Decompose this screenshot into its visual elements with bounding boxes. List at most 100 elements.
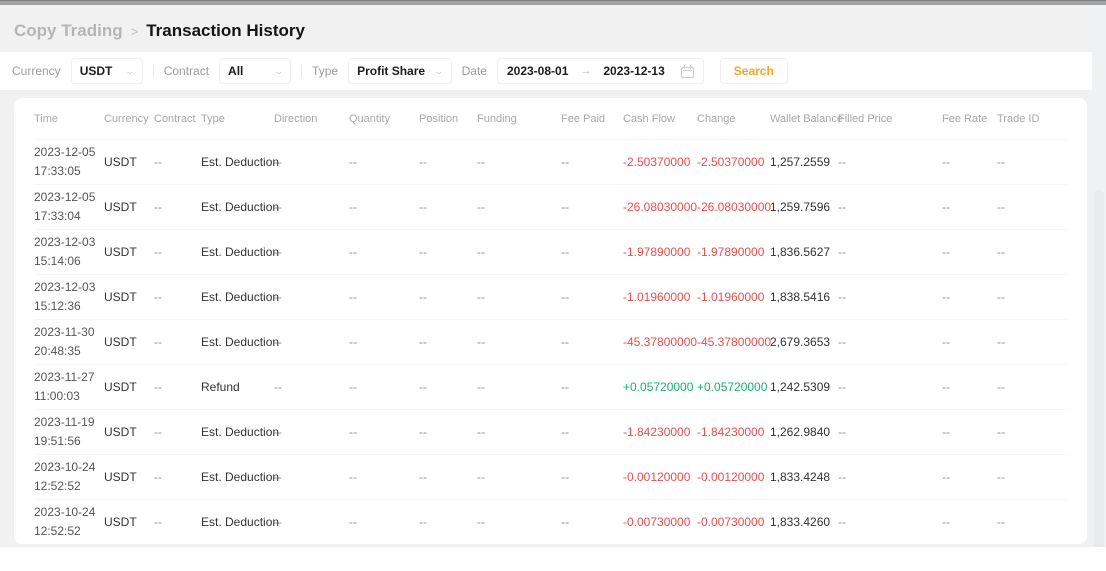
cell-filled-price: --	[838, 155, 846, 169]
filter-divider	[152, 64, 154, 78]
cell-cash-flow: -1.84230000	[623, 425, 691, 439]
cell-filled-price: --	[838, 245, 846, 259]
cell-filled-price: --	[838, 290, 846, 304]
column-header-cash-flow: Cash Flow	[623, 112, 675, 125]
cell-change: +0.05720000	[697, 380, 768, 394]
cell-type: Est. Deduction	[201, 200, 280, 214]
cell-currency: USDT	[104, 200, 137, 214]
cell-fee-rate: --	[942, 335, 950, 349]
cell-position: --	[419, 425, 427, 439]
cell-funding: --	[477, 200, 485, 214]
date-end-value[interactable]: 2023-12-13	[603, 64, 665, 78]
cell-type: Est. Deduction	[201, 335, 280, 349]
cell-filled-price: --	[838, 425, 846, 439]
type-dropdown[interactable]: Profit Share ⌄	[348, 58, 452, 84]
cell-contract: --	[154, 425, 162, 439]
column-header-wallet-balance: Wallet Balance	[770, 112, 843, 125]
column-header-time: Time	[34, 112, 59, 125]
page-scrollbar-thumb[interactable]	[1094, 190, 1104, 571]
table-row: 2023-12-03 15:12:36 USDT -- Est. Deduction --…	[34, 274, 1067, 319]
cell-cash-flow: -1.01960000	[623, 290, 691, 304]
cell-fee-paid: --	[561, 515, 569, 529]
cell-cash-flow: -0.00730000	[623, 515, 691, 529]
cell-currency: USDT	[104, 155, 137, 169]
cell-currency: USDT	[104, 425, 137, 439]
cell-direction: --	[274, 155, 282, 169]
cell-funding: --	[477, 155, 485, 169]
cell-fee-paid: --	[561, 245, 569, 259]
cell-change: -26.08030000	[697, 200, 772, 214]
table-row: 2023-12-05 17:33:04 USDT -- Est. Deduction --…	[34, 184, 1067, 229]
table-row: 2023-11-30 20:48:35 USDT -- Est. Deduction --…	[34, 319, 1067, 364]
cell-filled-price: --	[838, 470, 846, 484]
cell-quantity: --	[349, 335, 357, 349]
cell-wallet-balance: 1,262.9840	[770, 425, 831, 439]
cell-direction: --	[274, 245, 282, 259]
cell-filled-price: --	[838, 335, 846, 349]
date-range-picker[interactable]: 2023-08-01 → 2023-12-13	[496, 58, 704, 84]
cell-cash-flow: -0.00120000	[623, 470, 691, 484]
column-header-funding: Funding	[477, 112, 517, 125]
cell-direction: --	[274, 380, 282, 394]
cell-currency: USDT	[104, 380, 137, 394]
type-dropdown-value: Profit Share	[357, 64, 426, 78]
cell-fee-rate: --	[942, 380, 950, 394]
cell-funding: --	[477, 380, 485, 394]
cell-type: Est. Deduction	[201, 155, 280, 169]
chevron-down-icon: ⌄	[433, 65, 445, 76]
cell-position: --	[419, 335, 427, 349]
cell-cash-flow: -2.50370000	[623, 155, 691, 169]
cell-quantity: --	[349, 155, 357, 169]
cell-contract: --	[154, 200, 162, 214]
cell-position: --	[419, 290, 427, 304]
currency-filter-label: Currency	[12, 64, 61, 78]
cell-trade-id: --	[997, 425, 1005, 439]
cell-contract: --	[154, 245, 162, 259]
currency-dropdown-value: USDT	[79, 64, 113, 78]
type-filter-label: Type	[312, 64, 339, 78]
cell-currency: USDT	[104, 245, 137, 259]
cell-position: --	[419, 245, 427, 259]
cell-fee-rate: --	[942, 290, 950, 304]
cell-trade-id: --	[997, 155, 1005, 169]
breadcrumb: Copy Trading > Transaction History	[0, 5, 1106, 41]
cell-wallet-balance: 1,833.4248	[770, 470, 831, 484]
cell-type: Est. Deduction	[201, 290, 280, 304]
cell-wallet-balance: 1,836.5627	[770, 245, 831, 259]
currency-dropdown[interactable]: USDT ⌄	[70, 58, 143, 84]
cell-trade-id: --	[997, 380, 1005, 394]
cell-filled-price: --	[838, 200, 846, 214]
cell-funding: --	[477, 425, 485, 439]
column-header-filled-price: Filled Price	[838, 112, 893, 125]
cell-type: Est. Deduction	[201, 245, 280, 259]
cell-funding: --	[477, 335, 485, 349]
page-scrollbar[interactable]	[1092, 5, 1106, 571]
cell-fee-rate: --	[942, 200, 950, 214]
cell-fee-rate: --	[942, 245, 950, 259]
cell-cash-flow: -26.08030000	[623, 200, 698, 214]
cell-time: 2023-10-24 12:52:52	[34, 460, 96, 493]
cell-contract: --	[154, 470, 162, 484]
cell-trade-id: --	[997, 335, 1005, 349]
contract-dropdown[interactable]: All ⌄	[219, 58, 292, 84]
column-header-direction: Direction	[274, 112, 318, 125]
date-start-value[interactable]: 2023-08-01	[506, 64, 569, 78]
cell-quantity: --	[349, 290, 357, 304]
cell-funding: --	[477, 290, 485, 304]
date-range-arrow-icon: →	[580, 65, 592, 77]
table-body: 2023-12-05 17:33:05 USDT -- Est. Deduction --…	[34, 139, 1067, 544]
cell-time: 2023-11-27 11:00:03	[34, 370, 95, 403]
cell-fee-paid: --	[561, 155, 569, 169]
cell-cash-flow: +0.05720000	[623, 380, 694, 394]
cell-funding: --	[477, 470, 485, 484]
column-header-type: Type	[201, 112, 225, 125]
calendar-icon[interactable]	[680, 64, 694, 78]
breadcrumb-copy-trading-link[interactable]: Copy Trading	[14, 21, 123, 40]
breadcrumb-chevron-icon: >	[130, 23, 139, 39]
chevron-down-icon: ⌄	[124, 65, 136, 76]
cell-contract: --	[154, 290, 162, 304]
search-button[interactable]: Search	[719, 58, 788, 84]
cell-quantity: --	[349, 380, 357, 394]
cell-time: 2023-12-03 15:14:06	[34, 235, 96, 268]
cell-change: -1.97890000	[697, 245, 765, 259]
